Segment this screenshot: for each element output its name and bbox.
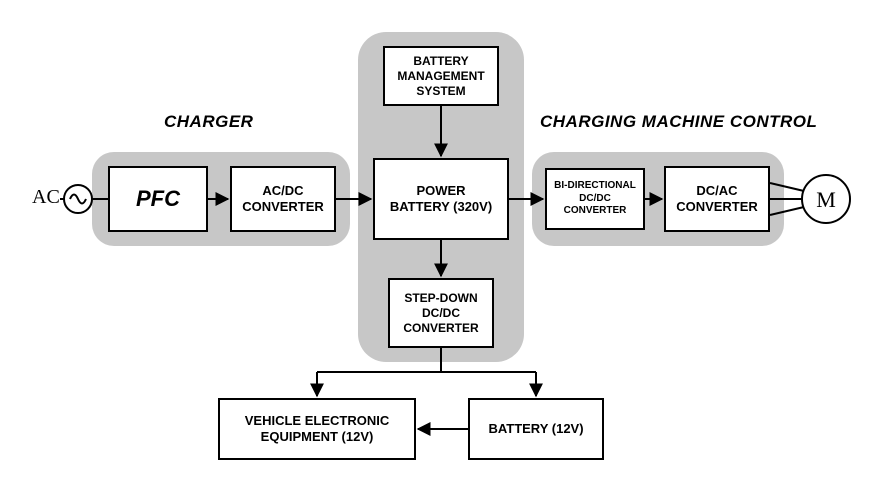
box-pfc-label: PFC: [136, 185, 180, 213]
box-stepdown-label: STEP-DOWN DC/DC CONVERTER: [403, 291, 478, 336]
section-label-charging-control: CHARGING MACHINE CONTROL: [540, 112, 817, 132]
box-acdc-converter: AC/DC CONVERTER: [230, 166, 336, 232]
box-bms-label: BATTERY MANAGEMENT SYSTEM: [397, 54, 484, 99]
ac-label: AC: [32, 186, 60, 209]
box-bidir-dcdc: BI-DIRECTIONAL DC/DC CONVERTER: [545, 168, 645, 230]
box-vehicle-electronic-equipment: VEHICLE ELECTRONIC EQUIPMENT (12V): [218, 398, 416, 460]
box-power-battery: POWER BATTERY (320V): [373, 158, 509, 240]
box-dcac-converter: DC/AC CONVERTER: [664, 166, 770, 232]
motor-label: M: [816, 187, 836, 212]
box-acdc-label: AC/DC CONVERTER: [242, 183, 324, 216]
box-bms: BATTERY MANAGEMENT SYSTEM: [383, 46, 499, 106]
box-batt12-label: BATTERY (12V): [488, 421, 583, 437]
box-vee-label: VEHICLE ELECTRONIC EQUIPMENT (12V): [245, 413, 389, 446]
ac-source-icon: [60, 185, 92, 213]
motor-icon: M: [802, 175, 850, 223]
box-bidir-label: BI-DIRECTIONAL DC/DC CONVERTER: [554, 180, 636, 218]
box-dcac-label: DC/AC CONVERTER: [676, 183, 758, 216]
diagram-canvas: CHARGER CHARGING MACHINE CONTROL PFC AC/…: [0, 0, 870, 500]
section-label-charger: CHARGER: [164, 112, 253, 132]
box-stepdown-dcdc: STEP-DOWN DC/DC CONVERTER: [388, 278, 494, 348]
box-power-battery-label: POWER BATTERY (320V): [390, 183, 492, 216]
box-battery-12v: BATTERY (12V): [468, 398, 604, 460]
box-pfc: PFC: [108, 166, 208, 232]
